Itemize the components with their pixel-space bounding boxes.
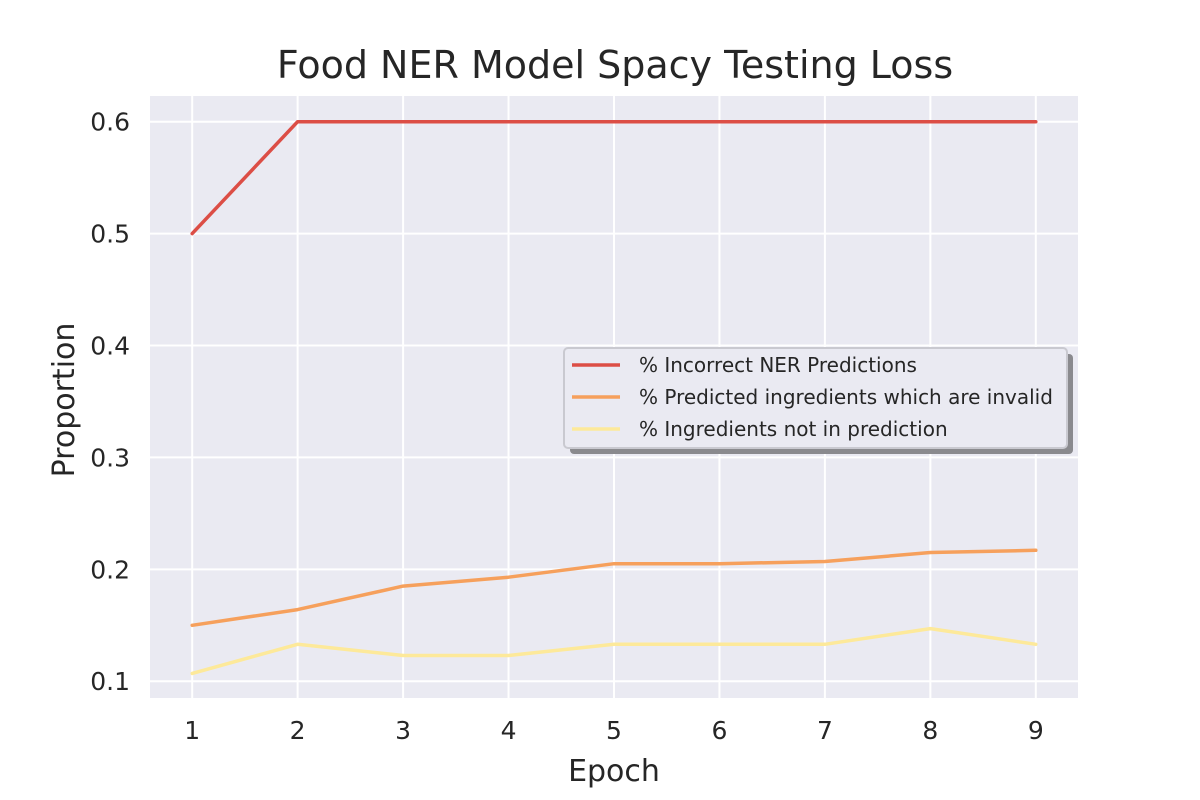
x-tick-label: 1 — [184, 716, 200, 745]
legend-label: % Ingredients not in prediction — [639, 417, 948, 441]
legend-label: % Predicted ingredients which are invali… — [639, 385, 1053, 409]
x-tick-label: 4 — [501, 716, 517, 745]
x-axis-label: Epoch — [568, 754, 660, 789]
legend-box — [563, 347, 1068, 449]
series-line-3 — [190, 626, 1038, 676]
y-tick-label: 0.5 — [90, 220, 130, 249]
x-tick-label: 7 — [817, 716, 833, 745]
series-line-2 — [190, 548, 1038, 628]
y-tick-label: 0.4 — [90, 332, 130, 361]
chart-title: Food NER Model Spacy Testing Loss — [277, 43, 953, 87]
y-tick-label: 0.2 — [90, 555, 130, 584]
series-lines — [190, 119, 1038, 676]
x-tick-label: 5 — [606, 716, 622, 745]
x-tick-label: 9 — [1028, 716, 1044, 745]
y-axis-label: Proportion — [47, 323, 82, 478]
y-tick-label: 0.6 — [90, 108, 130, 137]
legend: % Incorrect NER Predictions % Predicted i… — [563, 347, 1073, 454]
x-tick-label: 6 — [712, 716, 728, 745]
x-tick-label: 8 — [922, 716, 938, 745]
x-tick-labels: 1 2 3 4 5 6 7 8 9 — [184, 716, 1044, 745]
y-tick-labels: 0.1 0.2 0.3 0.4 0.5 0.6 — [90, 108, 130, 696]
x-tick-label: 3 — [395, 716, 411, 745]
y-tick-label: 0.3 — [90, 443, 130, 472]
y-tick-label: 0.1 — [90, 667, 130, 696]
series-line-1 — [190, 119, 1038, 236]
legend-label: % Incorrect NER Predictions — [639, 353, 917, 377]
x-tick-label: 2 — [290, 716, 306, 745]
